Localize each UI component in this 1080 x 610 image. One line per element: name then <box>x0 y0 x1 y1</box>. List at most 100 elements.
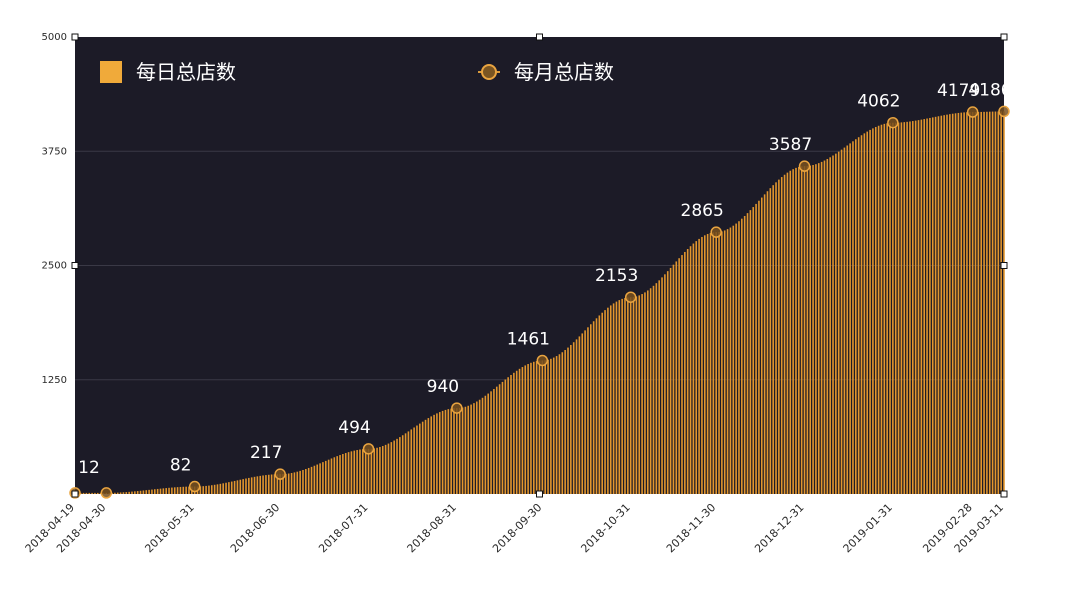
daily-bar <box>940 115 943 494</box>
daily-bar <box>738 221 740 494</box>
daily-bar <box>692 243 695 494</box>
daily-bar <box>210 485 213 494</box>
daily-bar <box>94 492 96 494</box>
daily-bar <box>698 238 700 494</box>
daily-bar <box>450 408 452 494</box>
daily-bar <box>324 460 327 494</box>
daily-bar <box>239 479 242 494</box>
daily-bar <box>547 359 549 494</box>
daily-bar <box>578 336 581 494</box>
daily-bar <box>478 399 481 494</box>
daily-bar <box>145 490 148 494</box>
daily-bar <box>404 433 407 494</box>
daily-bar <box>373 448 376 494</box>
daily-bar <box>495 386 498 494</box>
daily-bar <box>533 361 535 494</box>
daily-bar <box>433 414 435 494</box>
daily-bar <box>535 361 538 494</box>
daily-bar <box>869 129 871 494</box>
data-label: 2865 <box>681 201 724 221</box>
daily-bar <box>629 297 632 494</box>
daily-bar <box>912 121 914 494</box>
daily-bar <box>655 283 658 494</box>
selection-handle <box>71 490 79 498</box>
daily-bar <box>447 409 450 494</box>
daily-bar <box>208 485 210 494</box>
daily-bar <box>142 490 145 494</box>
daily-bar <box>544 360 546 494</box>
daily-bar <box>538 360 541 494</box>
selection-handle <box>1000 490 1008 498</box>
daily-bar <box>458 407 461 494</box>
x-tick-label: 2019-01-31 <box>841 501 895 555</box>
daily-bar <box>709 232 712 494</box>
daily-bar <box>205 485 207 494</box>
daily-bar <box>171 487 173 494</box>
daily-bar <box>176 487 179 494</box>
daily-bar <box>909 121 911 494</box>
daily-bar <box>279 474 281 494</box>
daily-bar <box>963 112 965 494</box>
daily-bar <box>333 457 336 494</box>
daily-bar <box>119 492 122 494</box>
y-tick-label: 3750 <box>42 146 67 157</box>
daily-bar <box>798 166 800 494</box>
daily-bar <box>957 112 960 494</box>
daily-bar <box>179 486 182 494</box>
x-tick-label: 2018-10-31 <box>578 501 632 555</box>
daily-bar <box>401 435 404 494</box>
daily-bar <box>994 111 997 495</box>
daily-bar <box>832 155 834 494</box>
daily-bar <box>997 111 1000 495</box>
daily-bar <box>612 303 615 494</box>
daily-bar <box>561 352 564 494</box>
daily-bar <box>974 112 977 495</box>
daily-bar <box>362 449 364 494</box>
x-tick-label: 2018-06-30 <box>228 501 282 555</box>
daily-bar <box>444 409 447 494</box>
daily-bar <box>97 492 99 494</box>
data-label: 12 <box>78 458 100 478</box>
daily-bar <box>182 486 185 494</box>
daily-bar <box>874 126 877 494</box>
daily-bar <box>949 114 951 494</box>
daily-bar <box>598 315 601 494</box>
daily-bar <box>988 111 991 495</box>
daily-bar <box>701 236 703 494</box>
daily-bar <box>820 161 823 494</box>
daily-bar <box>635 296 638 494</box>
legend-monthly-marker <box>481 64 497 80</box>
daily-bar <box>481 397 484 494</box>
daily-bar <box>350 451 353 494</box>
daily-bar <box>735 223 737 494</box>
x-tick-label: 2018-05-31 <box>142 501 196 555</box>
daily-bar <box>305 469 307 494</box>
daily-bar <box>960 112 963 494</box>
daily-bar <box>185 486 187 494</box>
daily-bar <box>416 425 418 494</box>
daily-bar <box>681 255 683 494</box>
daily-bar <box>917 120 920 494</box>
daily-bar <box>894 122 897 494</box>
x-tick-label: 2018-11-30 <box>664 501 718 555</box>
daily-bar <box>379 446 381 494</box>
monthly-point <box>624 291 637 303</box>
selection-handle <box>71 262 79 269</box>
daily-bar <box>136 491 139 494</box>
daily-bar <box>1000 111 1002 494</box>
daily-bar <box>353 450 356 494</box>
daily-bar <box>151 489 153 494</box>
daily-bar <box>367 448 370 494</box>
daily-bar <box>487 393 489 494</box>
daily-bar <box>703 235 706 495</box>
daily-bar <box>954 113 957 495</box>
daily-bar <box>490 391 492 494</box>
monthly-point <box>362 443 375 455</box>
daily-bar <box>877 125 880 494</box>
daily-bar <box>267 474 270 494</box>
daily-bar <box>213 484 216 494</box>
daily-bar <box>327 459 330 494</box>
daily-bar <box>250 477 253 494</box>
daily-bar <box>330 458 333 494</box>
